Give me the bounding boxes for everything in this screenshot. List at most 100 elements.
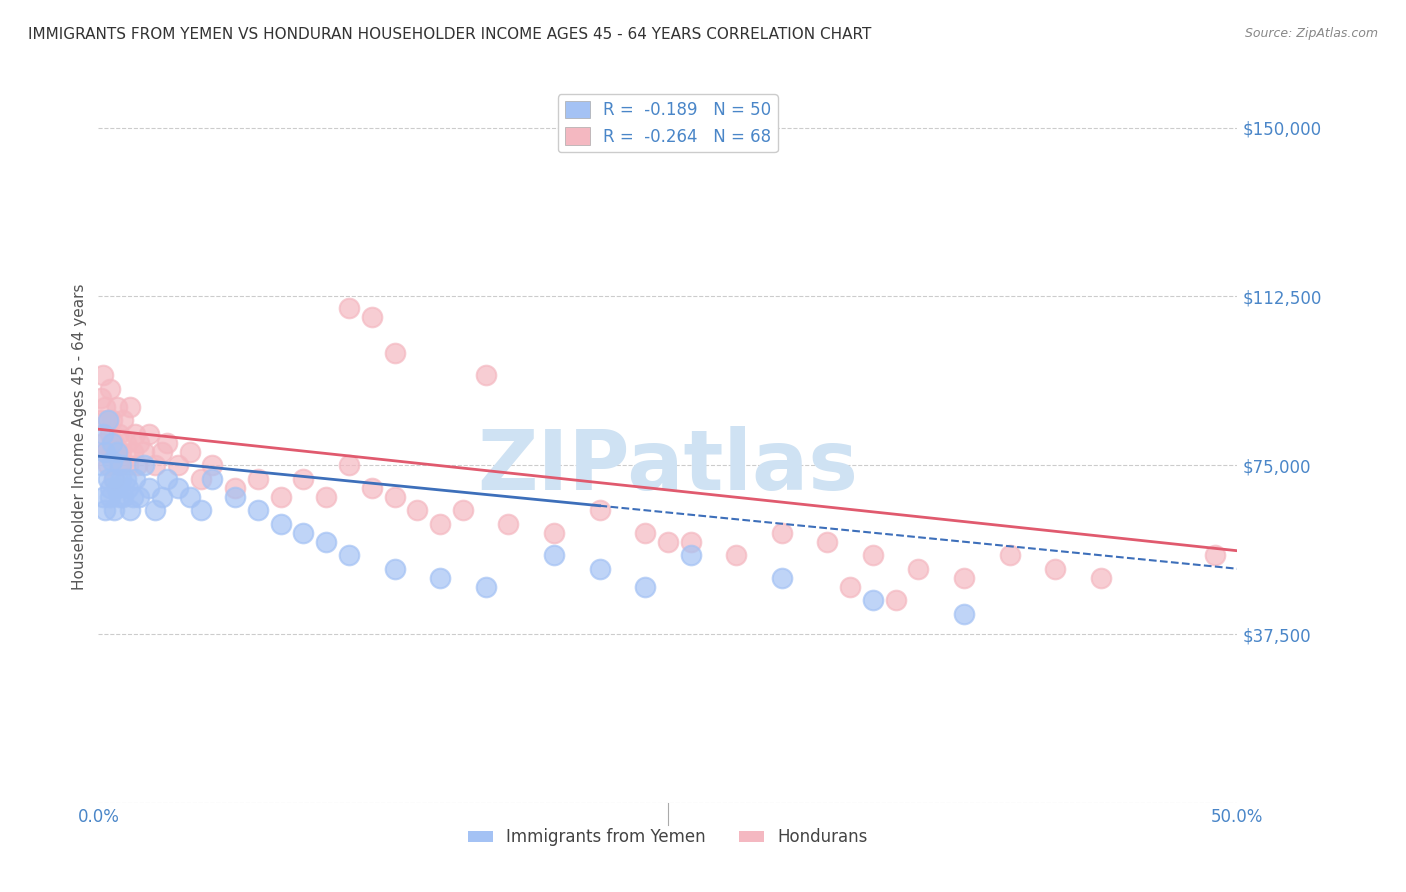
Point — [337, 301, 360, 315]
Point — [121, 444, 143, 458]
Point — [1204, 548, 1226, 562]
Point — [110, 444, 132, 458]
Point — [337, 458, 360, 473]
Point — [315, 490, 337, 504]
Point — [94, 400, 117, 414]
Point — [112, 413, 135, 427]
Point — [862, 548, 884, 562]
Point — [96, 413, 118, 427]
Point — [156, 435, 179, 450]
Point — [156, 472, 179, 486]
Text: IMMIGRANTS FROM YEMEN VS HONDURAN HOUSEHOLDER INCOME AGES 45 - 64 YEARS CORRELAT: IMMIGRANTS FROM YEMEN VS HONDURAN HOUSEH… — [28, 27, 872, 42]
Point — [138, 481, 160, 495]
Point — [91, 426, 114, 441]
Point — [117, 458, 139, 473]
Point — [474, 580, 496, 594]
Point — [96, 458, 118, 473]
Point — [360, 310, 382, 324]
Point — [770, 525, 793, 540]
Point — [110, 458, 132, 473]
Point — [150, 490, 173, 504]
Point — [105, 444, 128, 458]
Point — [120, 503, 142, 517]
Point — [91, 490, 114, 504]
Point — [103, 472, 125, 486]
Point — [770, 571, 793, 585]
Point — [98, 426, 121, 441]
Point — [246, 472, 269, 486]
Point — [138, 426, 160, 441]
Point — [224, 481, 246, 495]
Point — [657, 534, 679, 549]
Point — [90, 413, 112, 427]
Point — [360, 481, 382, 495]
Point — [815, 534, 838, 549]
Point — [120, 400, 142, 414]
Point — [105, 400, 128, 414]
Point — [103, 472, 125, 486]
Point — [150, 444, 173, 458]
Point — [224, 490, 246, 504]
Point — [201, 472, 224, 486]
Point — [543, 525, 565, 540]
Point — [101, 413, 124, 427]
Point — [451, 503, 474, 517]
Point — [101, 444, 124, 458]
Point — [98, 481, 121, 495]
Point — [127, 458, 149, 473]
Point — [292, 525, 315, 540]
Point — [179, 444, 201, 458]
Point — [588, 562, 610, 576]
Point — [907, 562, 929, 576]
Point — [543, 548, 565, 562]
Point — [128, 490, 150, 504]
Point — [101, 435, 124, 450]
Point — [94, 503, 117, 517]
Point — [246, 503, 269, 517]
Point — [128, 435, 150, 450]
Y-axis label: Householder Income Ages 45 - 64 years: Householder Income Ages 45 - 64 years — [72, 284, 87, 591]
Point — [132, 444, 155, 458]
Text: Source: ZipAtlas.com: Source: ZipAtlas.com — [1244, 27, 1378, 40]
Point — [98, 382, 121, 396]
Text: ZIPatlas: ZIPatlas — [478, 425, 858, 507]
Point — [270, 516, 292, 531]
Point — [145, 458, 167, 473]
Point — [429, 516, 451, 531]
Point — [117, 481, 139, 495]
Point — [132, 458, 155, 473]
Point — [179, 490, 201, 504]
Point — [474, 368, 496, 383]
Point — [315, 534, 337, 549]
Point — [884, 593, 907, 607]
Point — [384, 562, 406, 576]
Point — [953, 571, 976, 585]
Point — [112, 490, 135, 504]
Point — [114, 435, 136, 450]
Point — [270, 490, 292, 504]
Point — [96, 472, 118, 486]
Legend: Immigrants from Yemen, Hondurans: Immigrants from Yemen, Hondurans — [461, 822, 875, 853]
Point — [862, 593, 884, 607]
Point — [634, 580, 657, 594]
Point — [91, 368, 114, 383]
Point — [108, 490, 131, 504]
Point — [105, 481, 128, 495]
Point — [91, 435, 114, 450]
Point — [90, 458, 112, 473]
Point — [1090, 571, 1112, 585]
Point — [108, 426, 131, 441]
Point — [110, 472, 132, 486]
Point — [588, 503, 610, 517]
Point — [953, 607, 976, 621]
Point — [121, 490, 143, 504]
Point — [839, 580, 862, 594]
Point — [103, 503, 125, 517]
Point — [201, 458, 224, 473]
Point — [94, 444, 117, 458]
Point — [108, 458, 131, 473]
Point — [406, 503, 429, 517]
Point — [167, 458, 190, 473]
Point — [124, 472, 146, 486]
Point — [998, 548, 1021, 562]
